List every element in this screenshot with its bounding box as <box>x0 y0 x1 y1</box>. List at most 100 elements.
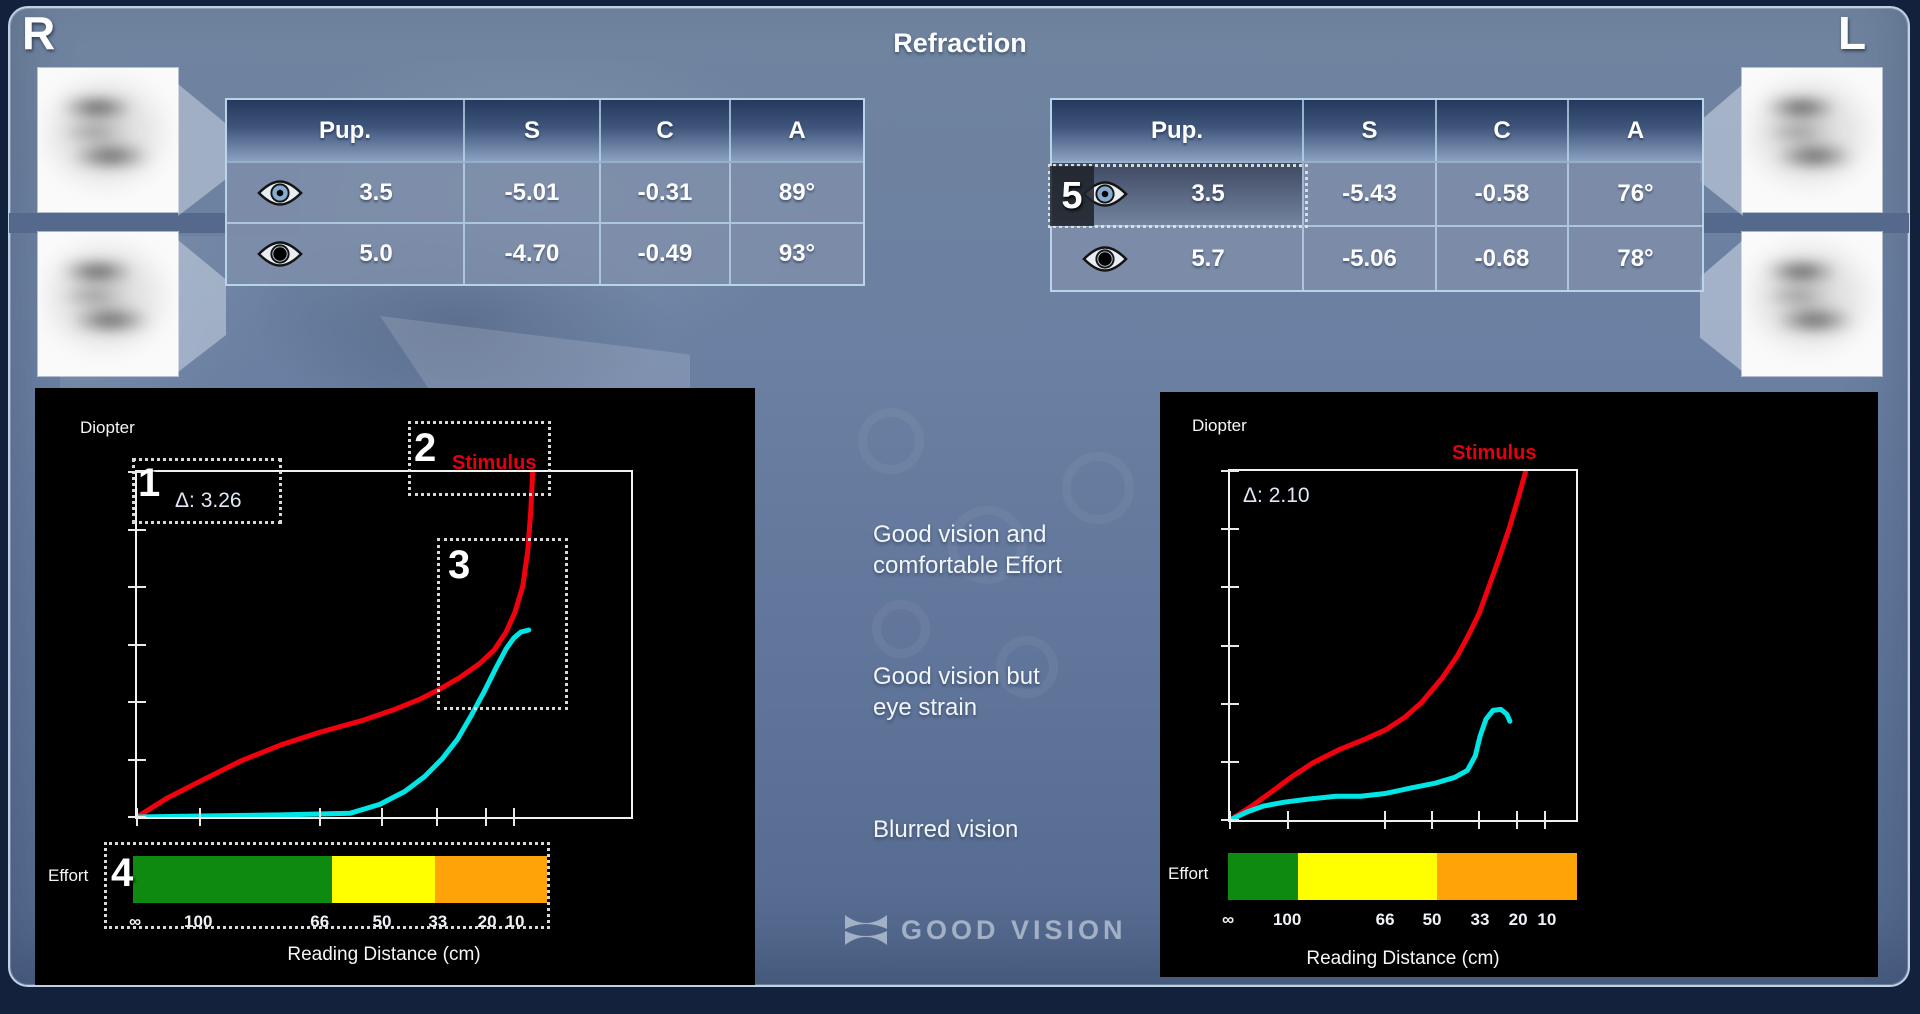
delta-value: Δ: 3.26 <box>175 489 242 512</box>
effort-segment <box>133 856 332 903</box>
eye-pupil-small-icon[interactable] <box>257 179 303 207</box>
x-axis-tick <box>136 808 138 826</box>
y-axis-tick <box>1221 586 1239 589</box>
column-header-pup: Pup. <box>227 100 465 163</box>
x-tick-label: 20 <box>1508 910 1528 929</box>
y-axis-tick <box>128 586 146 588</box>
annotation-number-2: 2 <box>414 426 437 470</box>
annotation-number-5: 5 <box>1050 166 1094 226</box>
effort-segment <box>1228 853 1298 900</box>
axis-value: 78° <box>1569 227 1702 290</box>
x-tick-label: 33 <box>1470 910 1490 929</box>
x-axis-tick <box>1478 811 1481 829</box>
x-axis-tick <box>381 808 384 826</box>
sphere-value: -4.70 <box>465 224 601 284</box>
cylinder-value: -0.49 <box>601 224 731 284</box>
right-eye-label: R <box>22 7 56 59</box>
stimulus-curve-label: Stimulus <box>452 452 537 474</box>
annotation-box-3: 3 <box>437 538 568 710</box>
background-bokeh <box>1062 452 1134 524</box>
table-row[interactable]: 5.7 <box>1052 227 1304 290</box>
effort-segment <box>1297 853 1438 900</box>
legend-item-eye-strain: Good vision but eye strain <box>787 660 1040 724</box>
good-vision-logo-text: good vision <box>901 914 1127 945</box>
orange-swatch <box>787 797 853 861</box>
x-tick-label: 66 <box>1375 910 1395 929</box>
annotation-box-1: 1 Δ: 3.26 <box>132 458 282 524</box>
page-title: Refraction <box>893 28 1027 58</box>
blurred-chart-image <box>42 72 174 208</box>
sphere-value: -5.06 <box>1304 227 1437 290</box>
curves-svg <box>1230 471 1576 820</box>
right-eye-blur-image-bottom[interactable] <box>38 232 178 376</box>
x-axis-tick <box>1515 811 1518 829</box>
eye-pupil-large-icon[interactable] <box>257 240 303 268</box>
x-axis-tick <box>198 808 201 826</box>
accommodation-chart-right-eye: Diopter ∞ 100 66 50 33 20 10 Effort Reading Di… <box>35 388 755 985</box>
legend-line: eye strain <box>873 694 978 721</box>
annotation-number-1: 1 <box>138 461 161 505</box>
left-eye-blur-image-bottom[interactable] <box>1742 232 1882 376</box>
good-vision-logo: good vision <box>843 912 1127 948</box>
y-axis-tick <box>1221 470 1239 472</box>
legend-line: Good vision but <box>873 663 1040 690</box>
x-axis-tick <box>1384 811 1387 829</box>
y-axis-tick <box>128 471 146 473</box>
annotation-number-4: 4 <box>111 851 134 895</box>
refraction-table-left-eye: Pup. S C A 3.5 -5.43 -0.58 76° 5.7 -5.06… <box>1050 98 1704 292</box>
good-vision-logo-icon <box>845 915 887 945</box>
x-axis-tick-labels: ∞ 100 66 50 33 20 10 <box>1222 910 1578 934</box>
pupil-size-value: 5.0 <box>359 240 393 267</box>
y-axis-tick <box>1221 760 1239 763</box>
green-swatch <box>787 518 853 582</box>
legend-line: comfortable Effort <box>873 552 1062 579</box>
x-axis-tick <box>485 808 488 826</box>
divider-band-right <box>1700 213 1909 233</box>
y-axis-tick <box>1221 644 1239 647</box>
y-axis-tick <box>1221 702 1239 705</box>
x-axis-tick <box>1287 811 1290 829</box>
x-axis-label: Reading Distance (cm) <box>1306 948 1500 969</box>
eye-pupil-small-icon[interactable] <box>1082 180 1128 208</box>
x-axis-tick <box>512 808 515 826</box>
right-eye-blur-image-top[interactable] <box>38 68 178 212</box>
effort-label: Effort <box>48 866 89 885</box>
x-tick-label: 50 <box>1422 910 1442 929</box>
legend-line: Good vision and <box>873 521 1047 548</box>
effort-segment <box>1437 853 1577 900</box>
x-tick-label: 100 <box>1272 910 1302 929</box>
cylinder-value: -0.58 <box>1437 163 1569 227</box>
refraction-table-right-eye: Pup. S C A 3.5 -5.01 -0.31 89° 5.0 -4.70… <box>225 98 865 286</box>
axis-value: 93° <box>731 224 863 284</box>
annotation-box-4: 4 <box>104 842 550 929</box>
eye-pupil-large-icon[interactable] <box>1082 245 1128 273</box>
column-header-c: C <box>1437 100 1569 163</box>
background-bokeh <box>996 636 1058 698</box>
blurred-chart-image <box>1746 236 1878 372</box>
effort-segment <box>435 856 547 903</box>
pupil-size-value: 3.5 <box>1191 180 1225 207</box>
effort-segment <box>331 856 436 903</box>
delta-value: Δ: 2.10 <box>1243 484 1310 507</box>
y-axis-tick <box>128 758 146 761</box>
effort-bar <box>133 856 547 903</box>
y-axis-tick <box>1221 528 1239 531</box>
plot-area <box>1221 469 1578 829</box>
axis-value: 76° <box>1569 163 1702 227</box>
table-row[interactable]: 3.5 <box>227 163 465 224</box>
background-bokeh <box>858 408 924 474</box>
effort-label: Effort <box>1168 864 1209 883</box>
x-axis-tick <box>319 808 322 826</box>
x-axis-label: Reading Distance (cm) <box>287 944 481 965</box>
background-bokeh <box>948 506 1026 584</box>
x-axis-tick <box>1544 811 1547 829</box>
y-axis-label: Diopter <box>80 418 135 437</box>
left-eye-blur-image-top[interactable] <box>1742 68 1882 212</box>
cylinder-value: -0.68 <box>1437 227 1569 290</box>
legend-line: Blurred vision <box>873 815 1019 843</box>
table-row[interactable]: 5.0 <box>227 224 465 284</box>
y-axis-label: Diopter <box>1192 416 1247 435</box>
axis-value: 89° <box>731 163 863 224</box>
yellow-swatch <box>787 660 853 724</box>
column-header-pup: Pup. <box>1052 100 1304 163</box>
